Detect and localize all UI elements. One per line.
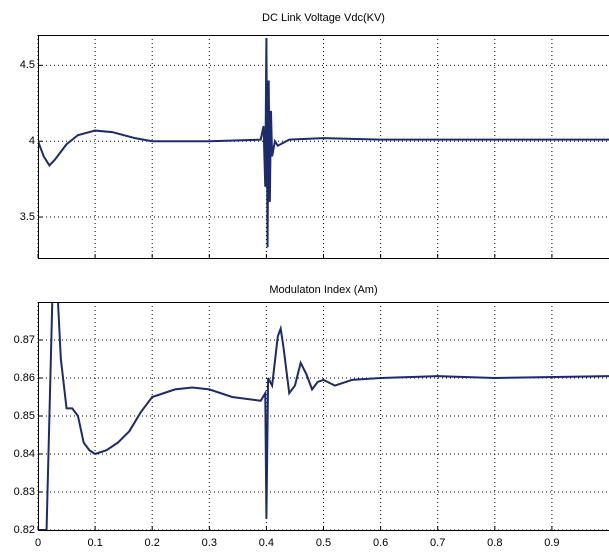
x-tick-label: 0.5 (316, 537, 331, 549)
x-tick-label: 0.2 (145, 537, 160, 549)
x-tick-label: 0.3 (202, 537, 217, 549)
y-tick-label: 0.87 (14, 334, 35, 346)
x-tick-label: 0.9 (544, 537, 559, 549)
data-line (38, 302, 609, 530)
x-tick-label: 0.4 (259, 537, 274, 549)
chart-title: Modulaton Index (Am) (269, 284, 377, 296)
y-tick-label: 0.86 (14, 372, 35, 384)
y-tick-label: 4 (29, 135, 35, 147)
x-tick-label: 0.7 (430, 537, 445, 549)
y-tick-label: 0.82 (14, 524, 35, 536)
x-tick-label: 0.1 (87, 537, 102, 549)
y-tick-label: 0.83 (14, 486, 35, 498)
y-tick-label: 0.84 (14, 448, 35, 460)
chart-title: DC Link Voltage Vdc(KV) (262, 12, 385, 24)
plot-frame (38, 35, 609, 259)
x-tick-label: 0.6 (373, 537, 388, 549)
y-tick-label: 4.5 (20, 59, 35, 71)
y-tick-label: 3.5 (20, 211, 35, 223)
y-tick-label: 0.85 (14, 410, 35, 422)
x-tick-label: 0 (35, 537, 41, 549)
x-tick-label: 0.8 (487, 537, 502, 549)
plot-frame (38, 302, 609, 531)
data-line (38, 38, 609, 248)
